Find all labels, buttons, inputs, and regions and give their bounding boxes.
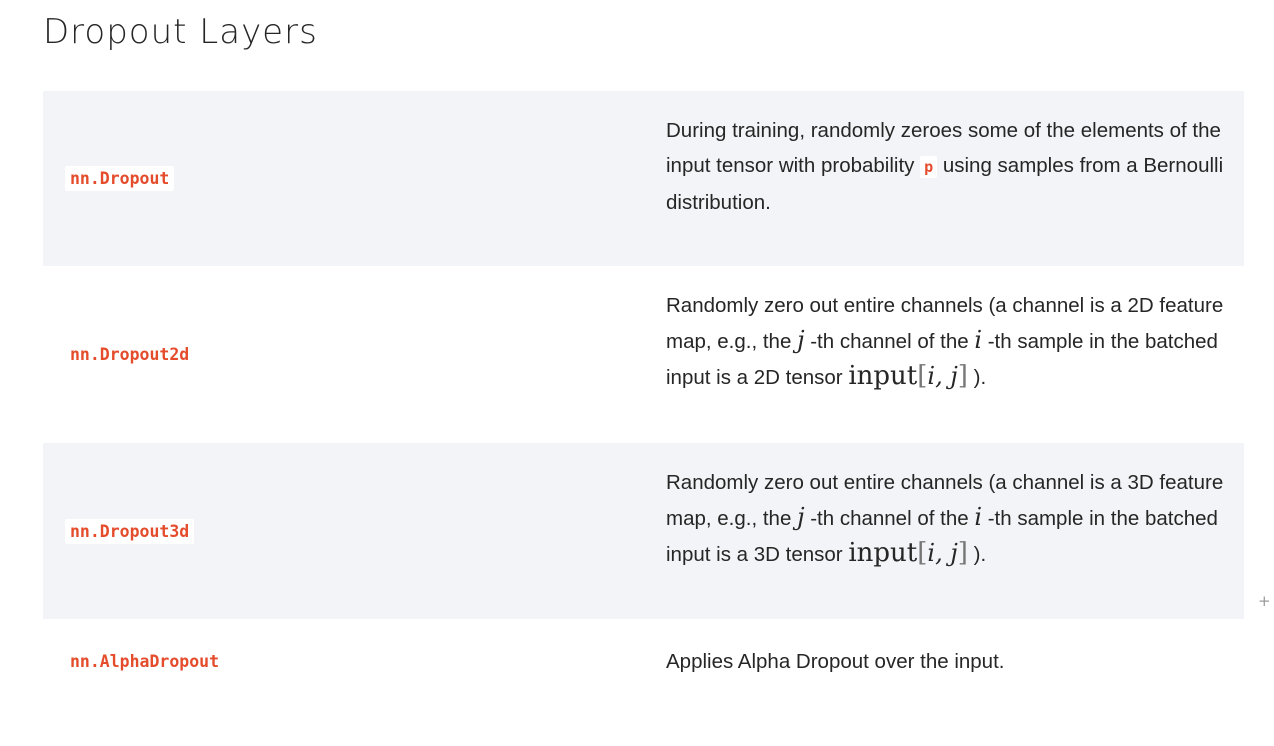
math-bracket-open: [ bbox=[917, 361, 928, 391]
description-text: During training, randomly zeroes some of… bbox=[666, 119, 1221, 177]
layer-description: Randomly zero out entire channels (a cha… bbox=[666, 465, 1226, 572]
description-text: -th sample in the batched input is a 2D … bbox=[666, 330, 1218, 389]
layer-link-dropout2d[interactable]: nn.Dropout2d bbox=[70, 345, 190, 364]
math-i: i bbox=[974, 326, 983, 354]
plus-icon[interactable]: + bbox=[1258, 592, 1271, 610]
page-title: Dropout Layers bbox=[43, 12, 318, 52]
math-j: j bbox=[797, 326, 805, 354]
description-text: Randomly zero out entire channels (a cha… bbox=[666, 294, 1224, 353]
layer-name-cell: nn.Dropout bbox=[65, 91, 175, 266]
math-j: j bbox=[797, 503, 805, 531]
math-bracket-close: ] bbox=[957, 538, 968, 568]
math-input: input bbox=[848, 538, 918, 568]
math-bracket-close: ] bbox=[957, 361, 968, 391]
description-text: -th channel of the bbox=[804, 507, 975, 530]
math-input: input bbox=[848, 361, 918, 391]
layer-name-cell: nn.Dropout3d bbox=[65, 443, 195, 619]
layer-link-alphadropout[interactable]: nn.AlphaDropout bbox=[70, 652, 220, 671]
description-text: using samples from a Bernoulli distribut… bbox=[666, 154, 1224, 214]
description-text: Randomly zero out entire channels (a cha… bbox=[666, 471, 1224, 530]
layer-description: Applies Alpha Dropout over the input. bbox=[666, 644, 1226, 679]
table-row: nn.Dropout2d Randomly zero out entire ch… bbox=[43, 266, 1244, 443]
description-text: ). bbox=[967, 366, 987, 389]
math-bracket-open: [ bbox=[917, 538, 928, 568]
math-index: i, j bbox=[927, 362, 958, 390]
layer-link-dropout[interactable]: nn.Dropout bbox=[65, 166, 175, 191]
table-row: nn.Dropout3d Randomly zero out entire ch… bbox=[43, 443, 1244, 619]
math-i: i bbox=[974, 503, 983, 531]
table-row: nn.Dropout During training, randomly zer… bbox=[43, 91, 1244, 266]
layer-description: During training, randomly zeroes some of… bbox=[666, 113, 1226, 220]
description-text: -th sample in the batched input is a 3D … bbox=[666, 507, 1218, 566]
param-code: p bbox=[920, 156, 938, 178]
dropout-layers-table: nn.Dropout During training, randomly zer… bbox=[43, 91, 1244, 709]
description-text: -th channel of the bbox=[804, 330, 975, 353]
description-text: Applies Alpha Dropout over the input. bbox=[666, 650, 1005, 673]
layer-name-cell: nn.AlphaDropout bbox=[65, 649, 224, 709]
description-text: ). bbox=[967, 543, 987, 566]
layer-link-dropout3d[interactable]: nn.Dropout3d bbox=[65, 518, 195, 544]
layer-name-cell: nn.Dropout2d bbox=[65, 266, 194, 443]
math-index: i, j bbox=[927, 539, 958, 567]
table-row: nn.AlphaDropout Applies Alpha Dropout ov… bbox=[43, 619, 1244, 709]
layer-description: Randomly zero out entire channels (a cha… bbox=[666, 288, 1226, 395]
